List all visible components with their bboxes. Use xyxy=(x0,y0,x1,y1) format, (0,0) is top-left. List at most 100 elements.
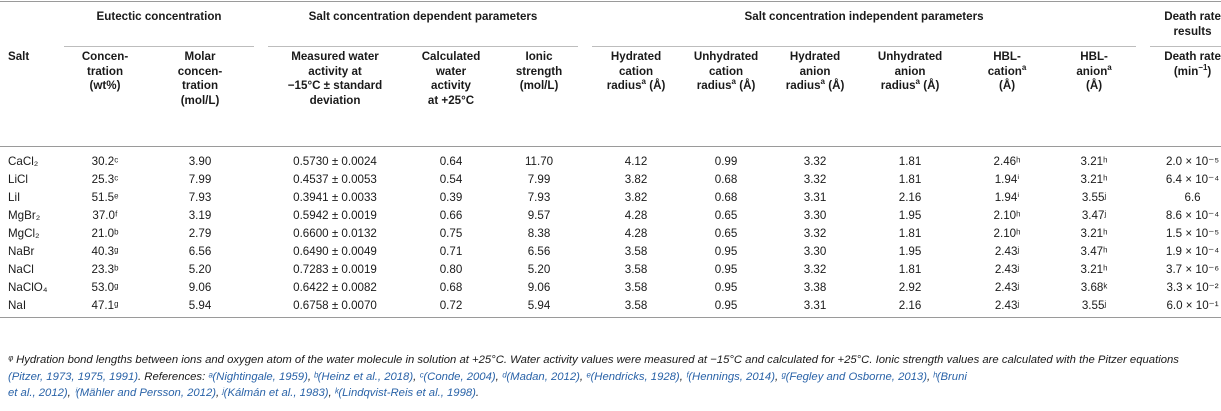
spacer-cell xyxy=(1136,189,1150,207)
cell-hyd-cation: 4.28 xyxy=(624,227,648,240)
cell-ionic: 9.06 xyxy=(527,281,551,294)
cell-hbl-anion: 3.55ʲ xyxy=(1081,191,1107,204)
cell-salt: CaCl₂ xyxy=(8,155,39,168)
group-header-row: Eutectic concentration Salt concentratio… xyxy=(0,8,1221,47)
spacer-cell xyxy=(578,261,592,279)
sep: , xyxy=(495,370,502,383)
sep: , xyxy=(307,370,315,383)
cell-salt: NaBr xyxy=(8,245,35,258)
ref-link-b[interactable]: ᵇ(Heinz et al., 2018) xyxy=(314,370,414,383)
cell-hbl-anion: 3.68ᵏ xyxy=(1080,281,1108,294)
cell-measured: 0.6758 ± 0.0070 xyxy=(268,297,403,318)
cell-death-rate: 3.3 × 10⁻² xyxy=(1166,281,1219,294)
cell-molar: 9.06 xyxy=(188,281,212,294)
table-row: NaI 47.1ᵍ 5.94 0.6758 ± 0.0070 0.72 5.94 3.58 0… xyxy=(0,297,1221,318)
spacer-cell xyxy=(1136,171,1150,189)
spacer-cell xyxy=(254,171,268,189)
table-row: MgBr₂ 37.0ᶠ 3.19 0.5942 ± 0.0019 0.66 9.57 4.2… xyxy=(0,207,1221,225)
cell-hbl-cation: 2.43ʲ xyxy=(994,263,1020,276)
ref-link-d[interactable]: ᵈ(Madan, 2012) xyxy=(501,370,580,383)
cell-conc: 47.1ᵍ xyxy=(64,297,146,318)
spacer-cell xyxy=(578,207,592,225)
ref-link-h-cont[interactable]: et al., 2012) xyxy=(8,387,68,400)
cell-hbl-cation: 1.94ⁱ xyxy=(994,173,1020,186)
cell-hyd-cation: 4.28 xyxy=(624,209,648,222)
cell-ionic: 9.57 xyxy=(527,209,551,222)
cell-death-rate: 2.0 × 10⁻⁵ xyxy=(1165,155,1220,168)
cell-salt: LiI xyxy=(8,191,21,204)
cell-molar: 7.93 xyxy=(188,191,212,204)
cell-hbl-anion: 3.55ʲ xyxy=(1052,297,1137,318)
footnote-end: . xyxy=(475,387,480,400)
cell-measured: 0.5730 ± 0.0024 xyxy=(293,155,377,168)
cell-salt: MgBr₂ xyxy=(8,209,41,222)
cell-salt: NaCl xyxy=(8,263,34,276)
cell-molar: 5.94 xyxy=(146,297,255,318)
cell-calc: 0.68 xyxy=(439,281,463,294)
table-row: CaCl₂ 30.2ᶜ 3.90 0.5730 ± 0.0024 0.64 11.70 4.… xyxy=(0,147,1221,172)
cell-hbl-cation: 2.46ʰ xyxy=(993,155,1021,168)
col-calculated-water-activity: Calculated water activity at +25°C xyxy=(402,46,501,147)
cell-molar: 5.20 xyxy=(188,263,212,276)
cell-calc: 0.64 xyxy=(439,155,463,168)
ref-link-e[interactable]: ᵉ(Hendricks, 1928) xyxy=(586,370,680,383)
group-death-rate: Death rate results xyxy=(1150,8,1221,47)
cell-death-rate: 3.7 × 10⁻⁶ xyxy=(1166,263,1220,276)
cell-salt: NaClO₄ xyxy=(8,281,48,294)
ref-link-j[interactable]: ʲ(Kálmán et al., 1983) xyxy=(222,387,329,400)
col-unhydrated-cation-radius: Unhydrated cation radiusa (Å) xyxy=(680,46,773,147)
cell-measured: 0.3941 ± 0.0033 xyxy=(293,191,377,204)
table-row: LiCl 25.3ᶜ 7.99 0.4537 ± 0.0053 0.54 7.99 3.82… xyxy=(0,171,1221,189)
cell-ionic: 6.56 xyxy=(527,245,551,258)
col-concentration: Concen-tration (wt%) xyxy=(64,46,146,147)
ref-link-a[interactable]: ᵃ(Nightingale, 1959) xyxy=(208,370,308,383)
cell-measured: 0.6600 ± 0.0132 xyxy=(293,227,377,240)
cell-ionic: 7.93 xyxy=(527,191,551,204)
cell-calc: 0.80 xyxy=(439,263,463,276)
cell-conc: 53.0ᵍ xyxy=(91,281,119,294)
sep: , xyxy=(328,387,335,400)
cell-conc: 25.3ᶜ xyxy=(91,173,119,186)
cell-hyd-anion: 3.32 xyxy=(803,173,827,186)
ref-link-c[interactable]: ᶜ(Conde, 2004) xyxy=(419,370,496,383)
ref-link-k[interactable]: ᵏ(Lindqvist-Reis et al., 1998) xyxy=(334,387,476,400)
col-measured-water-activity: Measured water activity at −15°C ± standar… xyxy=(268,46,403,147)
sep: , xyxy=(679,370,686,383)
cell-unhyd-anion: 1.81 xyxy=(898,173,922,186)
cell-hyd-anion: 3.32 xyxy=(803,155,827,168)
table-row: NaBr 40.3ᵍ 6.56 0.6490 ± 0.0049 0.71 6.56 3.58… xyxy=(0,243,1221,261)
cell-conc: 23.3ᵇ xyxy=(91,263,119,276)
ref-link-h[interactable]: ʰ(Bruni xyxy=(933,370,967,383)
ref-link-f[interactable]: ᶠ(Hennings, 2014) xyxy=(685,370,775,383)
cell-hbl-cation: 2.43ʲ xyxy=(994,245,1020,258)
group-independent: Salt concentration independent parameter… xyxy=(592,8,1137,47)
spacer-cell xyxy=(578,147,592,172)
cell-hyd-cation: 3.82 xyxy=(624,173,648,186)
spacer-cell xyxy=(254,147,268,172)
cell-unhyd-cation: 0.95 xyxy=(680,297,773,318)
col-salt: Salt xyxy=(0,46,64,147)
cell-ionic: 5.94 xyxy=(500,297,579,318)
ref-link-i[interactable]: ⁱ(Mähler and Persson, 2012) xyxy=(73,387,217,400)
spacer-cell xyxy=(254,243,268,261)
cell-hbl-cation: 1.94ⁱ xyxy=(994,191,1020,204)
group-eutectic: Eutectic concentration xyxy=(64,8,255,47)
cell-unhyd-cation: 0.95 xyxy=(714,263,738,276)
ref-link-pitzer[interactable]: (Pitzer, 1973, 1975, 1991) xyxy=(8,370,139,383)
cell-ionic: 7.99 xyxy=(527,173,551,186)
spacer-cell xyxy=(254,225,268,243)
spacer-cell xyxy=(254,279,268,297)
cell-hyd-anion: 3.30 xyxy=(803,245,827,258)
cell-ionic: 11.70 xyxy=(524,155,554,168)
cell-hyd-cation: 3.82 xyxy=(624,191,648,204)
col-ionic-strength: Ionic strength (mol/L) xyxy=(500,46,579,147)
cell-ionic: 5.20 xyxy=(527,263,551,276)
cell-hyd-anion: 3.32 xyxy=(803,263,827,276)
table-row: NaCl 23.3ᵇ 5.20 0.7283 ± 0.0019 0.80 5.20 3.58… xyxy=(0,261,1221,279)
cell-hbl-anion: 3.47ʰ xyxy=(1080,245,1108,258)
col-hydrated-cation-radius: Hydrated cation radiusa (Å) xyxy=(592,46,681,147)
table-footnote: ᵠ Hydration bond lengths between ions an… xyxy=(8,352,1213,402)
sep: , xyxy=(413,370,420,383)
ref-link-g[interactable]: ᵍ(Fegley and Osborne, 2013) xyxy=(781,370,927,383)
